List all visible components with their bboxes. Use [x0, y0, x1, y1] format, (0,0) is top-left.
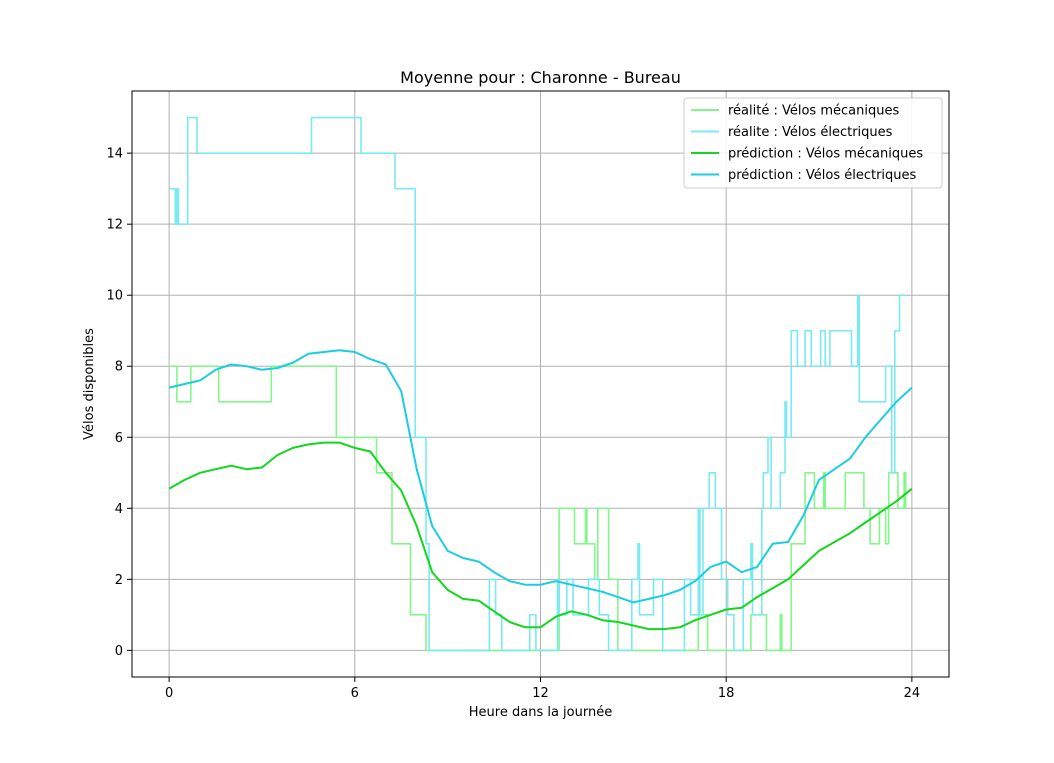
legend-label: réalité : Vélos mécaniques: [728, 104, 899, 119]
series-line-4: [168, 349, 913, 604]
x-tick-label: 18: [718, 686, 735, 701]
legend-label: prédiction : Vélos mécaniques: [728, 147, 923, 162]
legend-label: réalite : Vélos électriques: [728, 125, 893, 140]
y-tick-label: 12: [106, 218, 123, 233]
series-line-3: [168, 441, 913, 631]
x-axis-label: Heure dans la journée: [469, 705, 612, 720]
y-tick-label: 14: [106, 147, 123, 162]
y-tick-label: 10: [106, 289, 123, 304]
y-tick-label: 6: [115, 431, 123, 446]
chart-title: Moyenne pour : Charonne - Bureau: [400, 68, 681, 87]
y-tick-label: 8: [115, 360, 123, 375]
x-tick-label: 12: [532, 686, 549, 701]
legend-label: prédiction : Vélos électriques: [728, 168, 917, 183]
y-tick-label: 2: [115, 573, 123, 588]
y-tick-label: 4: [115, 502, 123, 517]
series-lines: [168, 116, 913, 652]
x-tick-label: 24: [904, 686, 921, 701]
x-tick-label: 6: [351, 686, 359, 701]
x-tick-label: 0: [165, 686, 173, 701]
legend-box: [683, 97, 943, 189]
y-axis-label: Vélos disponibles: [82, 328, 97, 440]
legend: réalité : Vélos mécaniques réalite : Vélo…: [683, 97, 943, 189]
y-tick-label: 0: [115, 644, 123, 659]
